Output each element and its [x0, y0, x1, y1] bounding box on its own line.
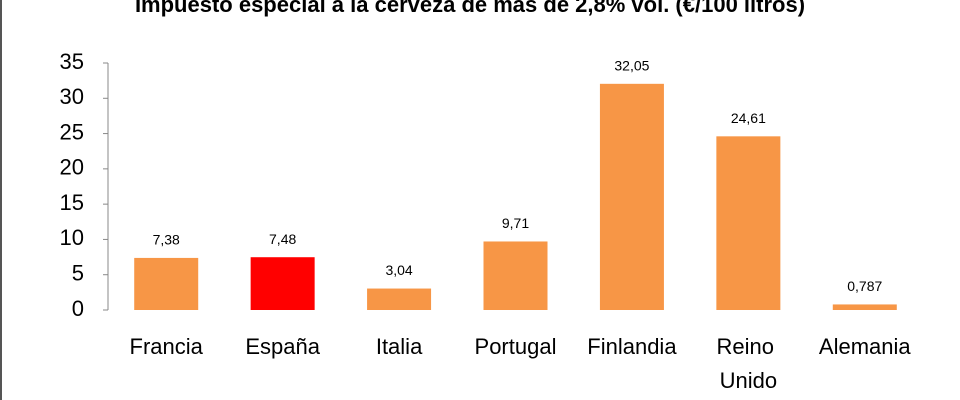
- value-label: 7,38: [153, 232, 180, 248]
- value-label: 24,61: [731, 110, 766, 126]
- value-label: 32,05: [614, 58, 649, 74]
- x-tick-label: Portugal: [475, 334, 557, 359]
- chart-title: Impuesto especial a la cerveza de más de…: [135, 0, 805, 17]
- value-label: 9,71: [502, 215, 529, 231]
- y-tick-label: 20: [60, 155, 84, 180]
- x-tick-label: Alemania: [819, 334, 911, 359]
- value-label: 0,787: [847, 278, 882, 294]
- value-label: 7,48: [269, 231, 296, 247]
- bar: [832, 304, 897, 310]
- bar: [250, 257, 315, 310]
- y-tick-label: 5: [72, 261, 84, 286]
- bar: [716, 136, 781, 310]
- y-tick-label: 10: [60, 225, 84, 250]
- x-tick-label: Italia: [376, 334, 423, 359]
- y-tick-label: 35: [60, 49, 84, 74]
- value-label: 3,04: [385, 262, 412, 278]
- bar: [134, 257, 199, 310]
- bar: [483, 241, 548, 310]
- x-tick-label: Francia: [130, 334, 204, 359]
- x-tick-label: Finlandia: [587, 334, 677, 359]
- y-tick-label: 15: [60, 190, 84, 215]
- y-tick-label: 0: [72, 296, 84, 321]
- x-tick-label: Reino Unido: [717, 334, 781, 393]
- y-tick-label: 25: [60, 119, 84, 144]
- x-tick-label: España: [245, 334, 320, 359]
- y-tick-label: 30: [60, 84, 84, 109]
- bar: [367, 288, 432, 310]
- bar: [599, 83, 664, 310]
